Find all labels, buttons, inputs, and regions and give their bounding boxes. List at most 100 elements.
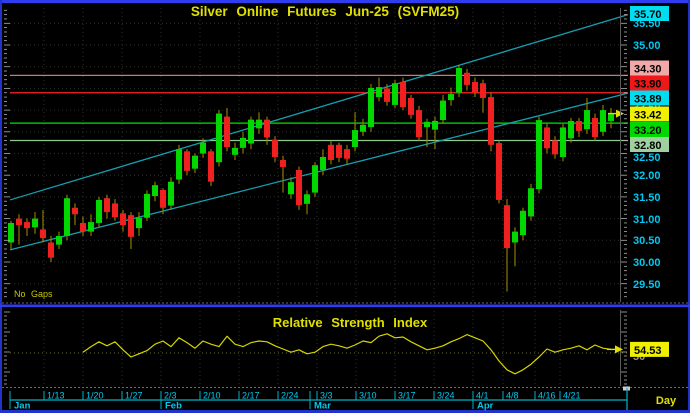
candle-body (504, 205, 510, 249)
candle-body (544, 127, 550, 149)
candle-body (240, 137, 246, 148)
day-button[interactable]: Day (656, 395, 677, 407)
price-tick-label: 31.50 (633, 192, 661, 204)
candle-body (232, 147, 238, 155)
week-tick-label: 4/21 (563, 391, 581, 401)
panel-separator[interactable] (0, 302, 690, 307)
candle-body (312, 165, 318, 193)
candle-body (248, 119, 254, 144)
candle-body (56, 235, 62, 245)
candle-body (184, 151, 190, 171)
candle-body (608, 113, 614, 121)
candle-body (336, 144, 342, 158)
candle-body (24, 222, 30, 229)
price-badge (630, 90, 669, 106)
price-badge-label: 33.89 (634, 94, 662, 106)
price-axis: 35.5035.0033.5032.5032.0031.5031.0030.50… (4, 6, 669, 302)
candle-body (320, 156, 326, 170)
candle-body (304, 194, 310, 204)
week-tick-label: 2/24 (281, 391, 299, 401)
candle-body (440, 100, 446, 121)
week-tick-label: 3/3 (320, 391, 333, 401)
candle-body (496, 143, 502, 200)
week-tick-label: 3/24 (437, 391, 455, 401)
week-tick-label: 1/20 (86, 391, 104, 401)
week-tick-label: 2/3 (164, 391, 177, 401)
candle-body (512, 231, 518, 243)
candle-body (288, 182, 294, 195)
candle-body (176, 149, 182, 180)
candle-body (344, 149, 350, 159)
candle-body (464, 72, 470, 85)
candle-body (96, 199, 102, 223)
candle-body (400, 81, 406, 108)
candle-body (128, 215, 134, 237)
rsi-value-label: 54.53 (634, 345, 662, 357)
candle-body (8, 222, 14, 243)
candle-body (16, 218, 22, 226)
month-label: Jan (14, 401, 31, 412)
candle-body (480, 83, 486, 98)
candle-body (392, 83, 398, 105)
week-tick-label: 1/13 (47, 391, 65, 401)
candle-body (72, 207, 78, 215)
candle-body (360, 124, 366, 132)
price-badge-label: 33.90 (634, 79, 662, 91)
price-badge-label: 33.20 (634, 125, 662, 137)
rsi-arrow-icon (615, 345, 623, 354)
candle-body (40, 229, 46, 239)
candle-body (48, 242, 54, 258)
candle-body (592, 117, 598, 138)
price-badge-label: 33.42 (634, 110, 662, 122)
price-tick-label: 32.50 (633, 152, 661, 164)
candle-body (208, 151, 214, 182)
candle-body (200, 142, 206, 154)
candle-body (120, 213, 126, 226)
main-price-chart-plot[interactable] (4, 4, 629, 302)
price-tick-label: 35.00 (633, 40, 661, 52)
week-tick-label: 4/16 (538, 391, 556, 401)
week-tick-label: 4/8 (506, 391, 519, 401)
candle-body (600, 110, 606, 132)
candle-body (576, 120, 582, 131)
week-tick-label: 2/17 (242, 391, 260, 401)
candle-body (104, 198, 110, 213)
candle-body (168, 181, 174, 206)
trend-channel-line (9, 13, 629, 201)
price-tick-label: 31.00 (633, 214, 661, 226)
candle-body (112, 203, 118, 218)
date-axis: 1/13 1/20 1/27 2/3 2/10 2/17 2/24 3/3 3/10 3/17 3/… (9, 388, 628, 412)
plot-background[interactable] (4, 4, 628, 302)
candle-body (264, 119, 270, 138)
candle-body (160, 189, 166, 208)
candle-body (584, 110, 590, 130)
candle-body (416, 110, 422, 138)
week-tick-label: 2/10 (203, 391, 221, 401)
price-tick-label: 32.00 (633, 170, 661, 182)
rsi-title: Relative Strength Index (273, 315, 428, 330)
candle-body (424, 121, 430, 128)
candle-body (224, 116, 230, 147)
candle-body (408, 97, 414, 115)
month-label: Feb (165, 401, 182, 412)
candle-body (448, 94, 454, 101)
price-badge (630, 106, 669, 122)
week-tick-label: 1/27 (125, 391, 143, 401)
candle-body (328, 144, 334, 161)
candle-body (560, 127, 566, 157)
week-tick-label: 3/17 (398, 391, 416, 401)
candle-body (64, 198, 70, 236)
candle-body (280, 160, 286, 167)
month-label: Apr (477, 401, 494, 412)
rsi-value-badge (630, 341, 669, 357)
month-label: Mar (314, 401, 331, 412)
week-tick-label: 4/1 (476, 391, 489, 401)
candle-body (568, 120, 574, 139)
candle-body (384, 88, 390, 102)
trend-channel-line (9, 92, 629, 251)
rsi-background[interactable] (4, 310, 628, 386)
candle-body (272, 139, 278, 157)
candle-body (136, 217, 142, 229)
